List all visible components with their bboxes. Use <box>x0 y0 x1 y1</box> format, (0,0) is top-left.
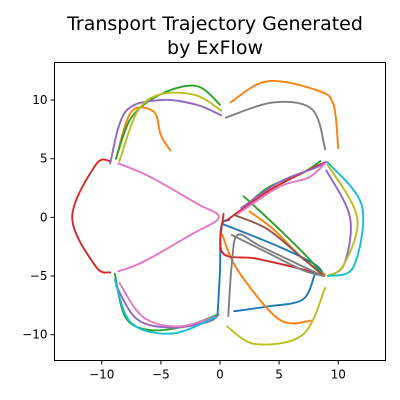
trajectory-line-19 <box>233 214 325 277</box>
trajectory-line-13 <box>224 161 327 222</box>
trajectory-line-27 <box>226 286 327 346</box>
trajectory-line-28 <box>326 163 359 277</box>
x-tick-label: −10 <box>89 368 114 382</box>
y-tick-label: 5 <box>40 152 48 166</box>
trajectory-line-24 <box>230 234 325 277</box>
y-tick-label: 0 <box>40 210 48 224</box>
trajectory-line-5 <box>115 106 172 160</box>
x-tick-label: 0 <box>216 368 224 382</box>
trajectory-curves <box>71 80 365 346</box>
trajectory-line-16 <box>240 161 328 209</box>
trajectory-line-22 <box>236 162 327 215</box>
trajectory-line-29 <box>113 278 217 335</box>
x-tick-label: 5 <box>275 368 283 382</box>
trajectory-line-1 <box>216 218 231 315</box>
plot-frame <box>54 62 386 361</box>
trajectory-line-4 <box>229 80 340 150</box>
x-tick-label: −5 <box>152 368 170 382</box>
trajectory-line-18 <box>115 284 220 329</box>
y-tick-label: 10 <box>32 93 47 107</box>
chart-title-line2: by ExFlow <box>167 37 263 59</box>
trajectory-line-26 <box>118 91 223 163</box>
trajectory-line-7 <box>221 234 314 325</box>
trajectory-line-12 <box>71 158 112 274</box>
y-tick-label: −5 <box>30 269 48 283</box>
trajectory-line-10 <box>242 195 324 276</box>
chart-title-line1: Transport Trajectory Generated <box>66 13 363 35</box>
trajectory-line-20 <box>117 162 220 273</box>
trajectory-line-21 <box>118 282 216 328</box>
axis-ticks: −10 −5 0 5 10 −10 −5 0 5 10 <box>22 93 346 381</box>
trajectory-line-14 <box>219 212 323 276</box>
trajectory-line-25 <box>227 233 324 317</box>
trajectory-line-23 <box>224 100 327 151</box>
trajectory-line-15 <box>109 98 223 165</box>
trajectory-line-3 <box>222 223 325 276</box>
y-tick-label: −10 <box>22 328 47 342</box>
x-tick-label: 10 <box>331 368 346 382</box>
trajectory-line-2 <box>233 273 316 313</box>
trajectory-line-30 <box>326 161 365 277</box>
